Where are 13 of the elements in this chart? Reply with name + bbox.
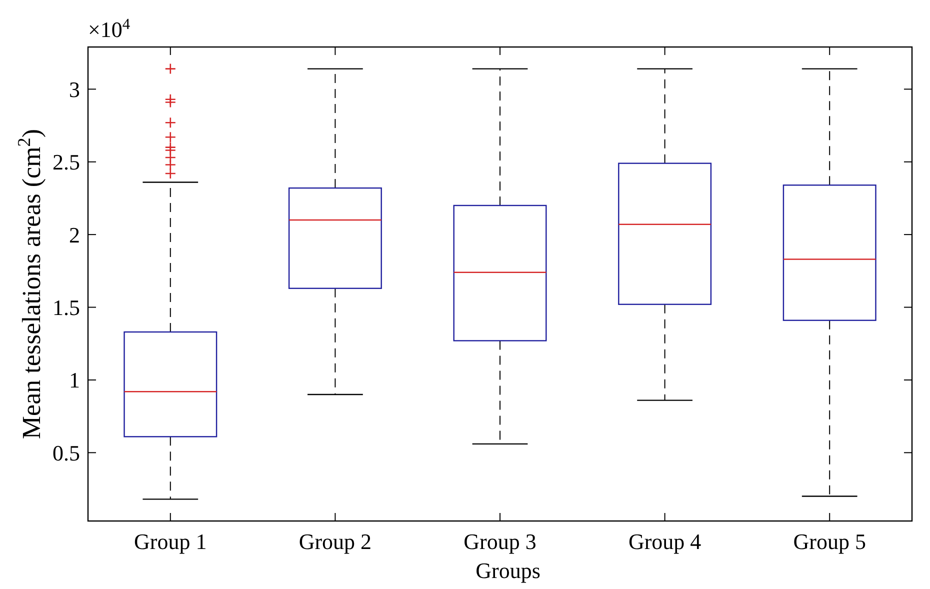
x-tick-label: Group 4 bbox=[628, 529, 702, 554]
x-tick-label: Group 1 bbox=[134, 529, 207, 554]
y-tick-label: 1 bbox=[69, 368, 80, 393]
x-tick-label: Group 5 bbox=[793, 529, 866, 554]
x-tick-label: Group 3 bbox=[464, 529, 536, 554]
x-tick-label: Group 2 bbox=[298, 529, 372, 554]
text: ×10$^{4}$ bbox=[88, 16, 130, 42]
y-tick-label: 2 bbox=[69, 222, 80, 248]
y-tick-label: 2.5 bbox=[52, 150, 80, 175]
y-tick-label: 1.5 bbox=[52, 294, 80, 320]
y-tick-label: 3 bbox=[69, 76, 80, 102]
y-tick-label: 0.5 bbox=[52, 440, 80, 466]
x-axis-title: Groups bbox=[476, 558, 540, 583]
